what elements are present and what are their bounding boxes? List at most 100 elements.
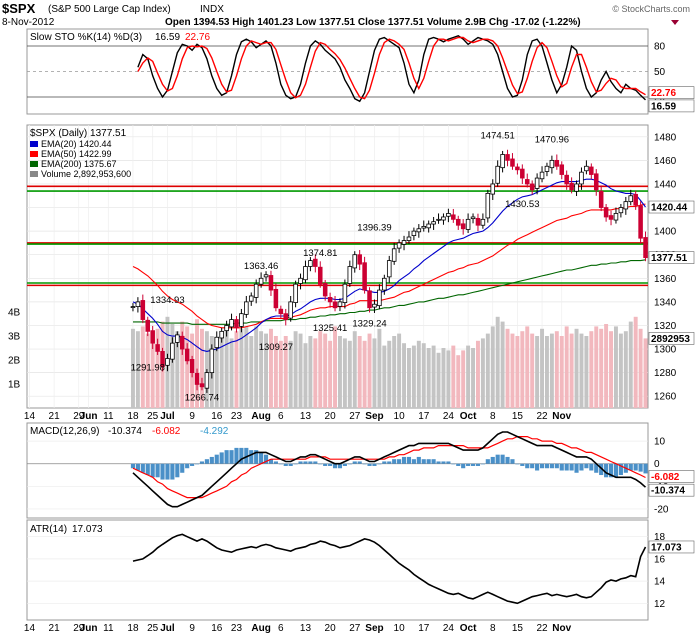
stochastic-d-tag: 22.76 <box>651 88 676 99</box>
price-frame <box>26 124 649 409</box>
volume-bar <box>510 333 515 408</box>
macd-histogram-bar <box>406 456 412 464</box>
macd-histogram-bar <box>185 463 190 469</box>
candle-body <box>204 372 210 389</box>
macd-tick: 10 <box>654 437 666 448</box>
macd-histogram-bar <box>495 454 500 464</box>
macd-histogram-bar <box>535 463 540 471</box>
x-axis-top-label: 10 <box>394 411 406 422</box>
macd-histogram-bar <box>337 463 343 469</box>
macd-histogram-bar <box>643 463 648 474</box>
macd-histogram-bar <box>352 461 357 464</box>
macd-histogram-bar <box>436 461 441 464</box>
legend-label: Volume 2,892,953,600 <box>41 169 131 179</box>
x-axis-top-label: Jun <box>80 411 98 422</box>
macd-histogram-bar <box>401 456 407 464</box>
candle-body <box>283 313 289 320</box>
legend-label: EMA(20) 1420.44 <box>41 139 112 149</box>
candle-body <box>229 319 234 328</box>
volume-bar <box>150 336 155 408</box>
candle-body <box>268 275 274 291</box>
volume-bar <box>397 333 402 408</box>
x-axis-bottom-label: 11 <box>103 623 114 634</box>
macd-histogram-bar <box>303 461 308 464</box>
macd-signal-tag-box <box>648 470 695 483</box>
volume-bar <box>249 336 254 408</box>
volume-bar <box>352 331 357 408</box>
macd-histogram-bar <box>155 463 160 478</box>
candle-body <box>377 289 382 307</box>
volume-bar <box>224 324 229 408</box>
candle-body <box>564 174 569 185</box>
volume-bar <box>480 338 485 408</box>
volume-bar <box>278 340 283 408</box>
volume-bar <box>609 331 614 408</box>
volume-bar <box>530 333 535 408</box>
macd-histogram-bar <box>278 463 283 465</box>
macd-histogram-bar <box>293 463 298 465</box>
volume-bar <box>421 343 426 408</box>
volume-bar <box>416 340 421 408</box>
macd-histogram-bar <box>604 463 609 478</box>
volume-bar <box>382 345 387 408</box>
macd-histogram-bar <box>466 463 471 466</box>
price-tick: 1280 <box>654 368 677 379</box>
macd-histogram-bar <box>160 463 165 480</box>
macd-histogram-bar <box>347 463 352 465</box>
macd-histogram-bar <box>505 456 510 464</box>
candle-body <box>510 158 515 167</box>
stochastic-D-line <box>137 36 646 100</box>
macd-title: MACD(12,26,9) <box>30 426 99 437</box>
volume-bar <box>643 338 648 408</box>
macd-histogram-bar <box>594 463 599 473</box>
macd-histogram-bar <box>298 461 303 464</box>
candle-body <box>401 240 407 245</box>
header-date: 8-Nov-2012 <box>2 17 55 28</box>
macd-tick: -20 <box>654 504 669 515</box>
macd-histogram-bar <box>382 461 387 464</box>
candle-body <box>391 248 397 262</box>
volume-bar <box>362 340 367 408</box>
volume-bar <box>505 328 510 408</box>
macd-histogram-bar <box>244 447 249 464</box>
candle-body <box>554 159 560 167</box>
macd-histogram-bar <box>313 461 318 464</box>
macd-signal-value: -6.082 <box>152 426 181 437</box>
x-axis-top-label: 29 <box>73 411 85 422</box>
macd-histogram-bar <box>150 463 155 478</box>
x-axis-bottom-label: 23 <box>231 623 243 634</box>
atr-panel: 18 16 14 12 ATR(14) 17.073 17.073 <box>26 519 695 621</box>
macd-histogram-bar <box>209 456 214 464</box>
candle-body <box>327 296 333 303</box>
macd-histogram-bar <box>239 447 244 464</box>
x-axis-bottom-label: 22 <box>536 623 548 634</box>
volume-bar <box>387 340 392 408</box>
x-axis-top-label: 22 <box>536 411 548 422</box>
candle-body <box>352 254 358 269</box>
down-arrow-icon <box>671 20 679 25</box>
macd-histogram-bar <box>638 463 643 472</box>
volume-bar <box>525 326 530 408</box>
x-axis-bottom-label: 18 <box>127 623 139 634</box>
volume-bar <box>515 336 520 408</box>
macd-value-tag: -10.374 <box>651 486 685 497</box>
volume-bar <box>318 331 323 408</box>
volume-bar <box>175 331 180 408</box>
macd-histogram-bar <box>259 452 264 464</box>
candle-body <box>303 266 308 281</box>
volume-tick: 1B <box>8 380 21 391</box>
candle-body <box>209 348 215 374</box>
price-tick: 1260 <box>654 392 677 403</box>
candle-body <box>593 173 599 191</box>
macd-histogram-bar <box>599 463 604 476</box>
volume-bar <box>303 343 308 408</box>
macd-histogram-bar <box>515 463 520 465</box>
volume-bar <box>219 333 224 408</box>
atr-frame <box>26 519 649 621</box>
volume-bar <box>347 340 352 408</box>
ema20-line <box>132 178 646 352</box>
candle-body <box>396 242 402 249</box>
price-annotation: 1470.96 <box>535 134 569 145</box>
atr-tick: 16 <box>654 554 666 565</box>
macd-histogram-bar <box>342 463 347 466</box>
